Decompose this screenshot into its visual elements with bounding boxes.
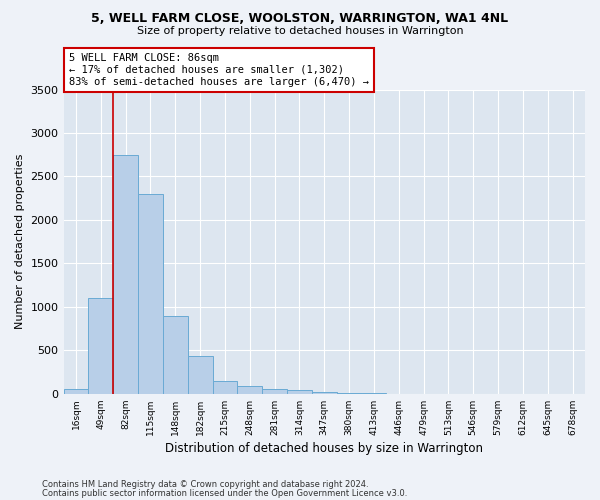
Bar xyxy=(262,388,287,394)
Bar xyxy=(238,386,262,394)
Bar xyxy=(337,393,362,394)
Bar xyxy=(64,390,88,394)
Text: Contains public sector information licensed under the Open Government Licence v3: Contains public sector information licen… xyxy=(42,489,407,498)
Bar xyxy=(212,381,238,394)
Bar xyxy=(88,298,113,394)
Bar xyxy=(138,194,163,394)
Bar xyxy=(287,390,312,394)
Y-axis label: Number of detached properties: Number of detached properties xyxy=(15,154,25,330)
Text: 5 WELL FARM CLOSE: 86sqm
← 17% of detached houses are smaller (1,302)
83% of sem: 5 WELL FARM CLOSE: 86sqm ← 17% of detach… xyxy=(69,54,369,86)
Text: 5, WELL FARM CLOSE, WOOLSTON, WARRINGTON, WA1 4NL: 5, WELL FARM CLOSE, WOOLSTON, WARRINGTON… xyxy=(91,12,509,26)
Text: Contains HM Land Registry data © Crown copyright and database right 2024.: Contains HM Land Registry data © Crown c… xyxy=(42,480,368,489)
X-axis label: Distribution of detached houses by size in Warrington: Distribution of detached houses by size … xyxy=(165,442,483,455)
Bar xyxy=(312,392,337,394)
Bar xyxy=(188,356,212,394)
Text: Size of property relative to detached houses in Warrington: Size of property relative to detached ho… xyxy=(137,26,463,36)
Bar xyxy=(163,316,188,394)
Bar xyxy=(113,155,138,394)
